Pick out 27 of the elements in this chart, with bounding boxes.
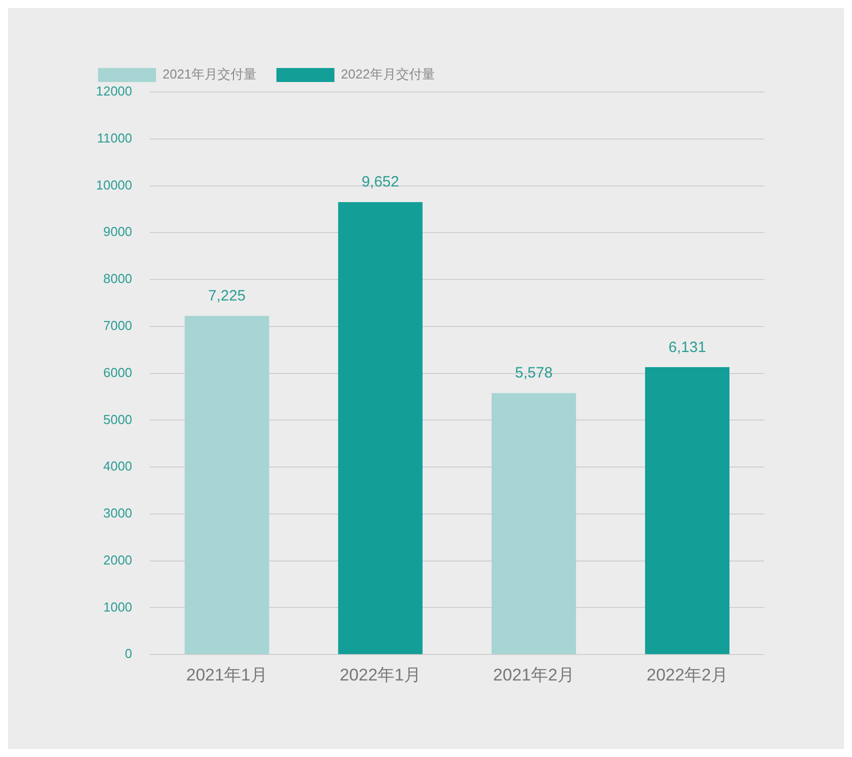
y-tick-label: 6000 — [103, 364, 132, 380]
y-tick-label: 7000 — [103, 318, 132, 333]
y-tick-label: 5000 — [103, 412, 132, 427]
bar — [645, 367, 730, 654]
y-tick-label: 0 — [124, 646, 132, 662]
x-tick-label: 2022年1月 — [340, 665, 421, 684]
bar — [184, 316, 270, 654]
x-tick-label: 2021年2月 — [493, 665, 574, 684]
legend-label: 2022年月交付量 — [340, 66, 435, 82]
y-tick-label: 2000 — [103, 552, 132, 568]
bar — [338, 202, 423, 654]
y-tick-label: 4000 — [103, 458, 132, 474]
data-label: 6,131 — [668, 338, 706, 356]
x-tick-label: 2021年1月 — [186, 665, 268, 684]
y-tick-label: 12000 — [96, 84, 132, 99]
y-tick-label: 11000 — [96, 130, 132, 146]
y-tick-label: 9000 — [103, 224, 132, 240]
y-tick-label: 8000 — [103, 271, 132, 286]
data-label: 5,578 — [515, 364, 553, 382]
y-tick-label: 10000 — [96, 177, 132, 192]
data-label: 9,652 — [362, 174, 400, 191]
x-tick-label: 2022年2月 — [646, 665, 728, 684]
bar — [492, 393, 576, 654]
data-label: 7,225 — [208, 288, 246, 305]
y-tick-label: 1000 — [103, 599, 132, 614]
y-tick-label: 3000 — [103, 506, 132, 521]
legend-label: 2021年月交付量 — [162, 66, 256, 82]
